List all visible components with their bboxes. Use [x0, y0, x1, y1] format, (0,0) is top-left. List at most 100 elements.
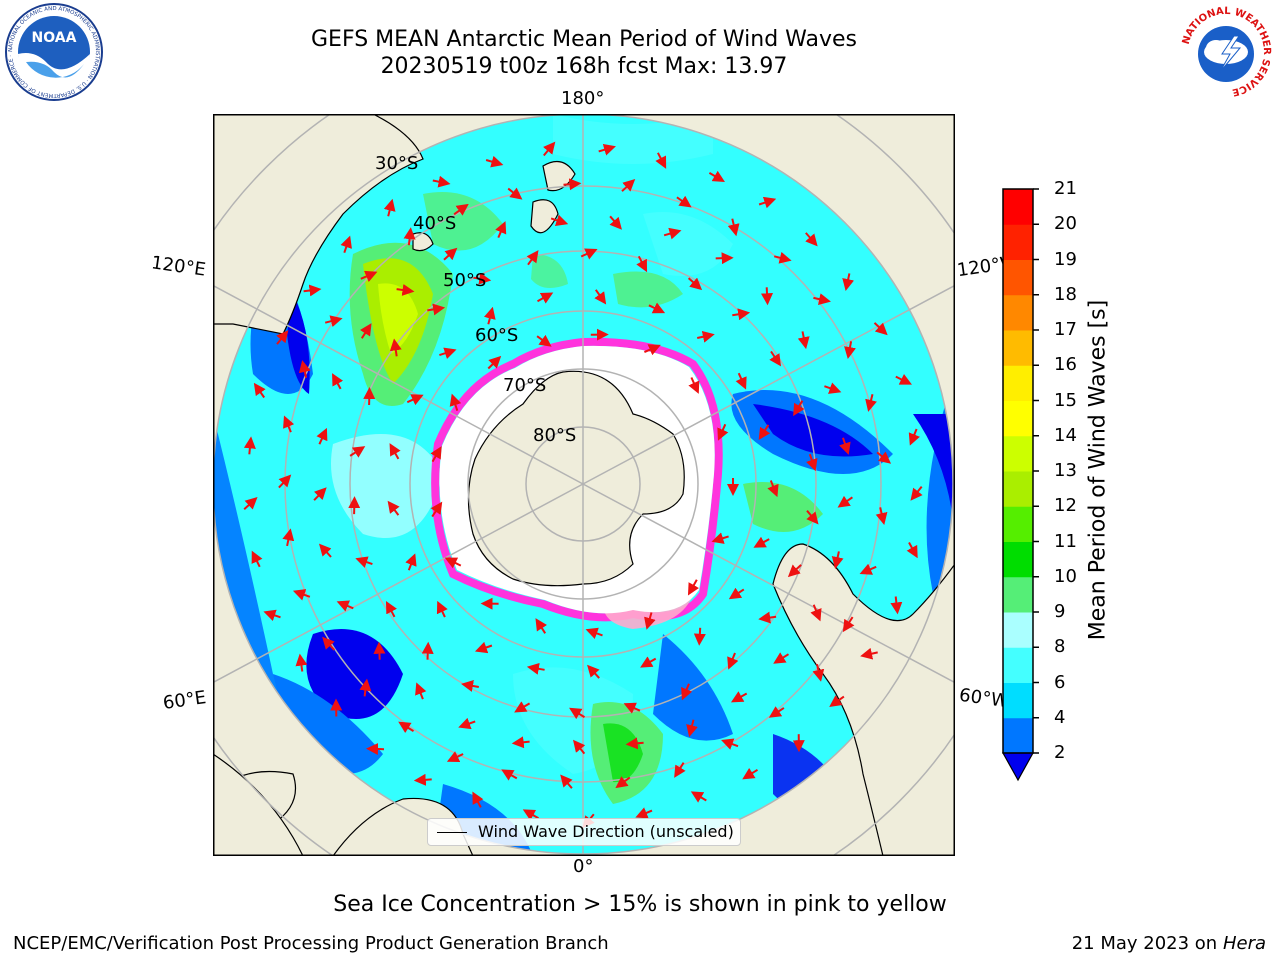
wind-wave-arrow: [761, 287, 773, 306]
colorbar-bin: [1003, 189, 1033, 225]
wind-wave-arrow: [536, 334, 552, 347]
wind-wave-arrow: [501, 769, 518, 781]
colorbar-bin: [1003, 506, 1033, 542]
wind-wave-arrow: [693, 627, 706, 646]
wind-wave-arrow: [449, 393, 462, 412]
longitude-gridlines: [213, 114, 955, 856]
colorbar-tick-label: 18: [1054, 283, 1077, 305]
wind-wave-arrow: [373, 641, 386, 660]
wind-wave-arrow: [253, 382, 266, 399]
lon-label-120e: 120°E: [149, 252, 207, 281]
wind-wave-arrow: [687, 579, 700, 596]
wind-wave-arrows: [243, 141, 923, 829]
lon-label-60e: 60°E: [161, 687, 208, 714]
wind-wave-arrow: [360, 323, 372, 339]
wind-wave-arrow: [550, 214, 569, 226]
colorbar-tick-label: 8: [1054, 636, 1066, 658]
wind-wave-arrow: [644, 344, 661, 356]
lat-label-40s: 40°S: [413, 213, 456, 234]
wind-wave-arrow: [727, 652, 739, 670]
wind-wave-arrow: [890, 596, 903, 615]
wind-wave-arrow: [875, 507, 888, 525]
wind-wave-arrow: [687, 277, 703, 291]
wind-wave-arrow: [387, 500, 400, 516]
colorbar-bin: [1003, 612, 1033, 648]
colorbar-bin: [1003, 224, 1033, 260]
wind-wave-arrow: [298, 360, 311, 378]
wind-wave-arrow: [625, 737, 644, 750]
wind-wave-arrow: [663, 227, 682, 240]
wind-wave-arrow: [730, 691, 748, 703]
wind-wave-arrow: [842, 273, 855, 291]
wind-wave-arrow: [430, 501, 443, 518]
wind-wave-arrow: [359, 678, 372, 697]
wind-wave-arrow: [837, 495, 853, 508]
colorbar-tick-label: 17: [1054, 319, 1077, 340]
wind-wave-arrow: [332, 373, 344, 390]
wind-wave-arrow: [585, 627, 603, 639]
colorbar-bin: [1003, 541, 1033, 578]
wind-wave-arrow: [569, 707, 586, 720]
wind-wave-arrow: [676, 195, 692, 208]
colorbar-tick-label: 2: [1054, 742, 1066, 763]
wind-wave-arrow: [623, 702, 641, 714]
lat-label-60s: 60°S: [475, 325, 518, 346]
lon-label-0: 0°: [573, 856, 594, 877]
lat-label-70s: 70°S: [503, 375, 546, 396]
wind-wave-arrow: [829, 695, 845, 707]
legend-label: Wind Wave Direction (unscaled): [478, 822, 734, 841]
polar-map: 30°S 40°S 50°S 60°S 70°S 80°S: [213, 114, 955, 856]
lon-label-180: 180°: [561, 88, 605, 109]
wind-wave-arrow: [787, 564, 802, 578]
chart-subtitle: 20230519 t00z 168h fcst Max: 13.97: [380, 54, 788, 79]
wind-wave-arrow: [844, 341, 856, 359]
sea-ice-footnote: Sea Ice Concentration > 15% is shown in …: [333, 892, 947, 917]
wind-wave-arrow: [732, 308, 751, 321]
wind-wave-arrow: [473, 272, 492, 285]
wind-wave-arrow: [908, 428, 920, 446]
wind-wave-arrow: [768, 706, 785, 718]
colorbar-bin: [1003, 365, 1033, 401]
wind-wave-arrow: [860, 647, 878, 660]
wind-wave-arrow: [453, 203, 469, 216]
wind-wave-arrow: [421, 641, 434, 660]
wind-wave-arrow: [831, 551, 844, 569]
wind-wave-arrow: [640, 656, 657, 668]
wind-wave-arrow: [474, 641, 493, 654]
wind-wave-arrow: [806, 510, 819, 525]
wind-wave-arrow: [336, 600, 354, 612]
wind-wave-arrow: [526, 250, 539, 266]
wind-wave-arrow: [587, 664, 600, 679]
wind-wave-arrow: [615, 776, 631, 789]
colorbar-tick-label: 9: [1054, 601, 1066, 622]
colorbar-bin: [1003, 259, 1033, 296]
wind-wave-arrow: [483, 306, 496, 325]
wind-wave-arrow: [303, 284, 322, 297]
wind-wave-arrow: [758, 196, 777, 209]
wind-wave-arrow: [514, 701, 531, 713]
legend-box: Wind Wave Direction (unscaled): [427, 818, 741, 846]
wind-wave-arrow: [383, 198, 396, 217]
wind-wave-arrow: [873, 322, 888, 336]
wind-wave-arrow: [413, 773, 432, 786]
wind-wave-arrow: [243, 497, 258, 510]
wind-wave-arrow: [812, 663, 825, 682]
colorbar-tick-label: 11: [1054, 530, 1077, 552]
wind-wave-arrow: [543, 141, 556, 157]
wind-wave-arrow: [458, 717, 476, 730]
wind-wave-arrow: [797, 331, 810, 350]
colorbar-tick-label: 14: [1054, 424, 1077, 446]
wind-wave-arrow: [594, 289, 607, 305]
wind-wave-arrow: [436, 600, 448, 618]
wind-wave-arrow: [735, 372, 747, 390]
antarctica-landmass: [467, 370, 685, 587]
wind-wave-arrow: [360, 270, 378, 282]
wind-wave-arrow: [895, 373, 912, 385]
lat-label-80s: 80°S: [533, 425, 576, 446]
colorbar-bin: [1003, 471, 1033, 507]
footer-date-text: 21 May 2023 on: [1071, 933, 1218, 954]
colorbar-tick-label: 4: [1054, 706, 1066, 728]
colorbar-bin: [1003, 435, 1033, 472]
wind-wave-arrow: [318, 543, 332, 558]
wind-wave-arrow: [537, 292, 554, 304]
